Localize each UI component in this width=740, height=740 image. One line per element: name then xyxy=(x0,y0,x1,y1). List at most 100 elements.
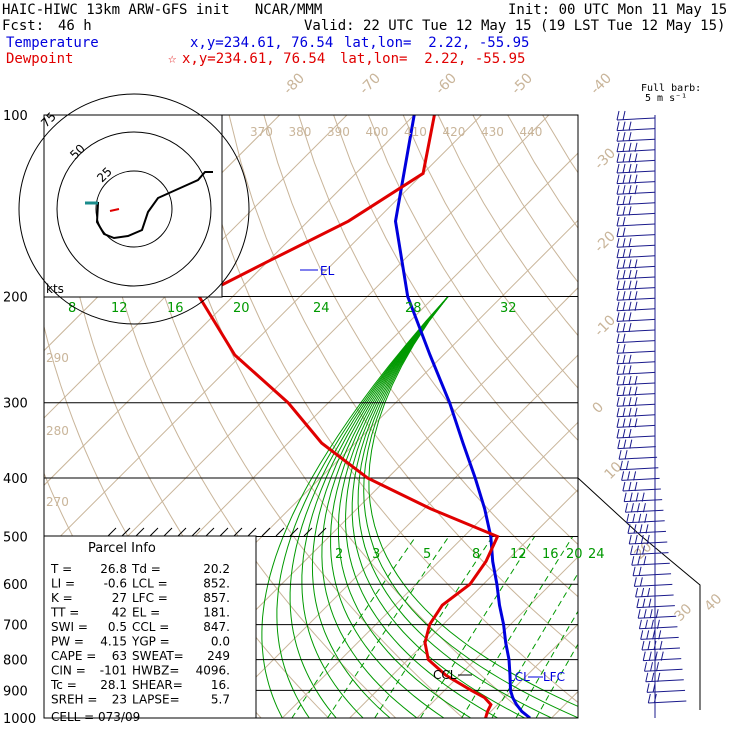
wind-barb-flag xyxy=(622,365,626,375)
dry-adiabat-line xyxy=(437,115,578,337)
wind-barb-flag xyxy=(616,312,620,322)
pressure-tick-label: 800 xyxy=(3,654,28,669)
isotherm-label: -40 xyxy=(588,70,615,97)
dry-adiabat-line xyxy=(333,115,578,493)
wind-barb-flag xyxy=(628,153,632,163)
wind-barb-flag xyxy=(649,609,653,619)
parcel-param-name: YGP = xyxy=(131,635,170,649)
wind-barb-flag xyxy=(642,651,646,661)
wind-barb-flag xyxy=(645,672,649,682)
el-label: EL xyxy=(320,264,335,278)
hatch-mark xyxy=(275,527,285,537)
parcel-param-value: 0.5 xyxy=(108,620,127,634)
wind-barb-flag xyxy=(628,354,632,364)
mixing-ratio-label: 16 xyxy=(167,301,184,316)
wind-barb-flag xyxy=(635,492,639,502)
hodograph-units: kts xyxy=(46,282,64,296)
init-time: Init: 00 UTC Mon 11 May 15 xyxy=(508,2,728,18)
mixing-ratio-label: 24 xyxy=(588,547,605,562)
isotherm-label: -50 xyxy=(509,70,536,97)
wind-barb-flag xyxy=(642,598,646,608)
hatch-mark xyxy=(191,527,201,537)
wind-barb-flag xyxy=(616,291,620,301)
parcel-param-value: 23 xyxy=(112,693,127,707)
wind-barb-flag xyxy=(637,609,641,619)
wind-barb-flag xyxy=(659,640,663,651)
hatch-mark xyxy=(149,527,159,537)
wind-barb-flag xyxy=(616,206,620,216)
hatch-mark xyxy=(261,527,271,537)
theta-label: 390 xyxy=(327,125,350,139)
hatch-mark xyxy=(303,527,313,537)
dry-adiabat-line xyxy=(298,115,578,546)
wind-barb-flag xyxy=(628,206,632,216)
parcel-param-value: 847. xyxy=(203,620,230,634)
parcel-param-value: -101 xyxy=(100,664,127,678)
parcel-param-value: 4096. xyxy=(196,664,230,678)
parcel-info-box xyxy=(43,535,257,719)
parcel-param-value: 249 xyxy=(207,649,230,663)
temperature-latlon: lat,lon= 2.22, -55.95 xyxy=(344,35,530,51)
wind-barb-flag xyxy=(622,248,626,258)
dry-adiabat-line xyxy=(542,115,578,174)
pressure-tick-label: 400 xyxy=(3,472,28,487)
temperature-profile xyxy=(393,115,531,718)
isotherm-line xyxy=(44,115,482,554)
wind-barb-flag xyxy=(638,566,642,576)
wind-barb-flag xyxy=(616,269,620,280)
wind-barb-flag xyxy=(622,312,626,322)
wind-barb-flag xyxy=(656,662,659,672)
wind-barb-flag xyxy=(622,216,626,227)
isotherm-line xyxy=(686,115,740,718)
wind-barb-flag xyxy=(641,587,645,598)
mixing-ratio-line xyxy=(291,536,417,718)
hodograph-frame xyxy=(43,114,223,298)
wind-barb-flag xyxy=(622,407,626,417)
isotherm-label: -70 xyxy=(357,70,384,97)
wind-barb-flag xyxy=(622,301,626,311)
barb-scale-note: Full barb: xyxy=(641,83,702,94)
wind-barb-flag xyxy=(648,651,652,661)
theta-label: 370 xyxy=(250,125,273,139)
hatch-mark xyxy=(205,527,215,537)
parcel-param-name: Tc = xyxy=(50,678,77,692)
wind-barb-flag xyxy=(638,513,642,523)
wind-barb-flag xyxy=(622,333,626,343)
wind-barb-flag xyxy=(616,153,620,163)
wind-barb-flag xyxy=(622,280,626,290)
moist-adiabat-line xyxy=(261,296,449,718)
isotherm-label: -30 xyxy=(592,145,619,172)
hatch-mark xyxy=(107,527,117,537)
parcel-param-value: 0.0 xyxy=(211,635,230,649)
wind-barb-flag xyxy=(622,142,626,152)
pressure-tick-label: 900 xyxy=(3,684,28,699)
dry-adiabat-line xyxy=(228,115,578,650)
hatch-mark xyxy=(121,527,131,537)
wind-barb-flag xyxy=(653,693,657,704)
wind-barb-flag xyxy=(616,354,620,364)
wind-barb-flag xyxy=(633,577,637,587)
wind-barb-flag xyxy=(628,121,632,131)
wind-barb-flag xyxy=(628,397,632,407)
temperature-xy: x,y=234.61, 76.54 xyxy=(190,35,334,51)
valid-time: Valid: 22 UTC Tue 12 May 15 (19 LST Tue … xyxy=(304,18,726,34)
mixing-ratio-label: 8 xyxy=(472,547,480,562)
parcel-param-name: K = xyxy=(51,591,73,605)
wind-barb-flag xyxy=(616,386,620,396)
wind-barb-flag xyxy=(622,206,626,216)
wind-barb-flag xyxy=(624,503,628,513)
isotherm-line xyxy=(483,623,578,718)
parcel-param-value: 28.1 xyxy=(100,678,127,692)
pressure-tick-label: 700 xyxy=(3,619,28,634)
wind-barb-flag xyxy=(616,174,620,184)
parcel-param-name: SHEAR= xyxy=(132,678,183,692)
wind-barb-flag xyxy=(630,503,634,513)
wind-barb-flag xyxy=(628,291,632,301)
wind-barb-flag xyxy=(634,185,638,195)
wind-barb-flag xyxy=(622,322,626,333)
parcel-param-name: TT = xyxy=(50,606,79,620)
wind-barb-flag xyxy=(628,386,632,396)
parcel-param-value: 5.7 xyxy=(211,693,230,707)
